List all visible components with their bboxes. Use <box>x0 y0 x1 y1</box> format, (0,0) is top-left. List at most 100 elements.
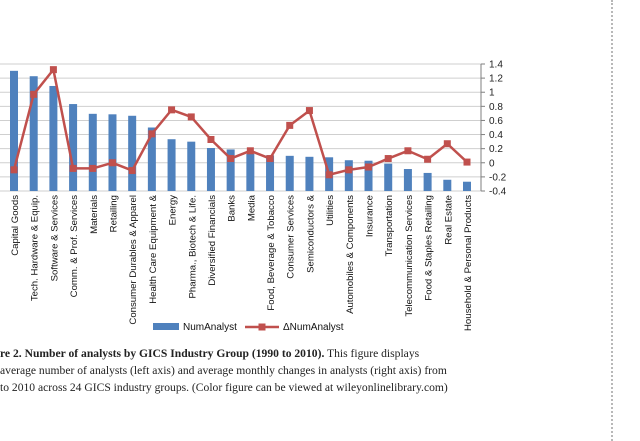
bar <box>285 155 294 191</box>
category-label: Automobiles & Components <box>345 195 356 314</box>
chart: 1.4 1.2 1 0.8 0.6 0.4 0.2 0 -0.2 -0.4 Capital Goo… <box>0 60 507 333</box>
line-path <box>12 68 468 177</box>
legend-swatch-bar <box>153 323 179 330</box>
line-marker <box>325 171 333 179</box>
line-marker <box>286 121 294 129</box>
bar <box>187 141 196 191</box>
legend-swatch-marker <box>258 323 266 331</box>
line-marker <box>305 107 313 115</box>
category-label: Retailing <box>108 195 119 232</box>
chart-legend: NumAnalyst ΔNumAnalyst <box>153 322 344 333</box>
line-marker <box>69 164 77 172</box>
y2-tick-label: 0.4 <box>489 130 503 141</box>
y2-tick-labels: 1.4 1.2 1 0.8 0.6 0.4 0.2 0 -0.2 -0.4 <box>489 60 507 198</box>
line-marker <box>463 158 471 166</box>
bar <box>443 179 452 191</box>
legend-label-bar: NumAnalyst <box>183 322 237 333</box>
caption-text-1: This figure displays <box>324 347 420 360</box>
line-marker <box>128 167 136 175</box>
category-label: Insurance <box>365 195 376 237</box>
category-label: Materials <box>89 195 100 234</box>
category-label: Consumer Services <box>286 195 297 279</box>
caption-title: re 2. Number of analysts by GICS Industr… <box>0 347 325 360</box>
category-label: Semiconductors & <box>305 194 316 272</box>
bar <box>29 76 38 191</box>
category-label: Real Estate <box>443 195 454 245</box>
category-label: Energy <box>168 195 179 226</box>
bar <box>463 181 471 191</box>
bar <box>10 70 18 191</box>
line-marker <box>443 140 451 148</box>
y2-tick-label: 0 <box>489 158 495 169</box>
chart-axes <box>480 63 485 192</box>
category-label: Media <box>246 194 257 221</box>
bar <box>403 169 412 191</box>
bar <box>167 139 176 191</box>
line-marker <box>89 164 97 172</box>
line-marker <box>187 113 195 121</box>
bar <box>226 149 235 191</box>
y2-tick-label: 1.4 <box>489 60 503 71</box>
bar <box>344 160 353 191</box>
y2-tick-label: 0.8 <box>489 102 503 113</box>
bar <box>206 148 215 191</box>
category-label: Tech. Hardware & Equip. <box>30 195 41 301</box>
bar <box>69 104 78 191</box>
line-marker <box>384 155 392 163</box>
bar <box>128 115 137 191</box>
caption-line-3: to 2010 across 24 GICS industry groups. … <box>0 381 448 394</box>
line-marker <box>424 155 432 163</box>
line-marker <box>345 166 353 174</box>
bar <box>147 127 156 191</box>
category-label: Health Care Equipment & <box>148 194 159 303</box>
bar <box>266 155 275 191</box>
line-marker <box>404 147 412 155</box>
line-series <box>10 66 471 179</box>
y2-tick-label: 1.2 <box>489 74 503 85</box>
category-label: Utilities <box>325 195 336 226</box>
bar <box>88 113 97 191</box>
category-label: Household & Personal Products <box>463 195 474 331</box>
line-marker <box>168 106 176 114</box>
category-label: Capital Goods <box>10 195 21 256</box>
legend-label-line: ΔNumAnalyst <box>283 322 344 333</box>
line-marker <box>246 147 254 155</box>
category-label: Comm. & Prof. Services <box>69 195 80 298</box>
caption-line-2: average number of analysts (left axis) a… <box>0 364 447 377</box>
category-label: Telecommunication Services <box>404 195 415 317</box>
line-marker <box>207 135 215 143</box>
bar <box>108 114 117 191</box>
bar-series <box>10 70 471 191</box>
category-label: Banks <box>227 195 238 222</box>
line-marker <box>227 155 235 163</box>
y2-tick-label: -0.4 <box>489 187 507 198</box>
bar <box>423 172 432 191</box>
caption-line-1: re 2. Number of analysts by GICS Industr… <box>0 345 560 362</box>
category-label: Food & Staples Retailing <box>424 195 435 301</box>
y2-tick-label: 1 <box>489 88 495 99</box>
bar <box>305 156 314 191</box>
bar <box>246 153 255 191</box>
category-label: Food, Beverage & Tobacco <box>266 195 277 311</box>
line-marker <box>148 130 156 138</box>
category-label: Transportation <box>384 195 395 257</box>
y2-tick-label: 0.6 <box>489 116 503 127</box>
line-marker <box>10 166 18 174</box>
line-marker <box>365 163 373 171</box>
line-marker <box>49 66 57 74</box>
category-label: Software & Services <box>49 195 60 282</box>
bar <box>49 85 58 191</box>
line-marker <box>108 159 116 167</box>
category-label: Pharma., Biotech & Life. <box>187 195 198 298</box>
chart-gridlines <box>0 63 481 192</box>
figure-caption: re 2. Number of analysts by GICS Industr… <box>0 345 560 396</box>
bar <box>364 160 373 191</box>
line-marker <box>266 155 274 163</box>
category-label: Consumer Durables & Apparel <box>128 195 139 325</box>
page-edge-divider <box>611 0 613 441</box>
line-marker <box>30 90 38 98</box>
y2-tick-label: -0.2 <box>489 172 507 183</box>
x-category-labels: Capital Goods Tech. Hardware & Equip. Soft… <box>10 194 474 331</box>
bar <box>384 163 393 191</box>
category-label: Diversified Financials <box>207 195 218 286</box>
